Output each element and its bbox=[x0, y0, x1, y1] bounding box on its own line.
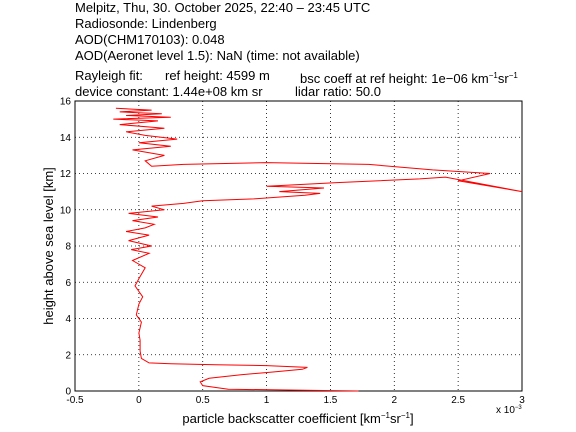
y-tick-label: 6 bbox=[65, 278, 71, 289]
y-tick-label: 16 bbox=[60, 97, 72, 108]
y-tick-label: 12 bbox=[60, 169, 72, 180]
device-constant-label: device constant: 1.44e+08 km sr bbox=[75, 84, 263, 99]
rayleigh-fit-label: Rayleigh fit: bbox=[75, 68, 143, 83]
y-tick-label: 2 bbox=[65, 350, 71, 361]
plot-frame bbox=[74, 100, 523, 392]
series-line-backscatter bbox=[113, 107, 523, 392]
title-line-aod-aeronet: AOD(Aeronet level 1.5): NaN (time: not a… bbox=[75, 48, 360, 63]
x-tick-label: 1 bbox=[264, 395, 270, 406]
x-tick-label: -0.5 bbox=[66, 395, 84, 406]
ref-height-label: ref height: 4599 m bbox=[165, 68, 270, 83]
x-tick-label: 2 bbox=[392, 395, 398, 406]
bsc-coeff-text: bsc coeff at ref height: 1e−06 km bbox=[300, 71, 489, 86]
x-tick-label: 0 bbox=[136, 395, 142, 406]
y-tick-label: 8 bbox=[65, 242, 71, 253]
grid-lines bbox=[75, 101, 522, 391]
title-line-aod-chm: AOD(CHM170103): 0.048 bbox=[75, 32, 225, 47]
x-exponent-label: x 10−3 bbox=[496, 405, 522, 416]
y-axis-label: height above sea level [km] bbox=[41, 167, 56, 325]
x-tick-label: 3 bbox=[519, 395, 525, 406]
y-tick-label: 4 bbox=[65, 314, 71, 325]
y-tick-label: 10 bbox=[60, 205, 72, 216]
y-tick-label: 0 bbox=[65, 387, 71, 398]
x-tick-label: 1.5 bbox=[323, 395, 337, 406]
x-tick-label: 2.5 bbox=[451, 395, 465, 406]
bsc-coeff-label: bsc coeff at ref height: 1e−06 km−1sr−1 bbox=[300, 71, 518, 86]
y-tick-label: 14 bbox=[60, 133, 72, 144]
x-tick-label: 0.5 bbox=[196, 395, 210, 406]
lidar-ratio-label: lidar ratio: 50.0 bbox=[295, 84, 381, 99]
title-line-location: Melpitz, Thu, 30. October 2025, 22:40 – … bbox=[75, 0, 371, 15]
x-axis-label: particle backscatter coefficient [km−1sr… bbox=[182, 411, 413, 426]
title-line-radiosonde: Radiosonde: Lindenberg bbox=[75, 16, 217, 31]
